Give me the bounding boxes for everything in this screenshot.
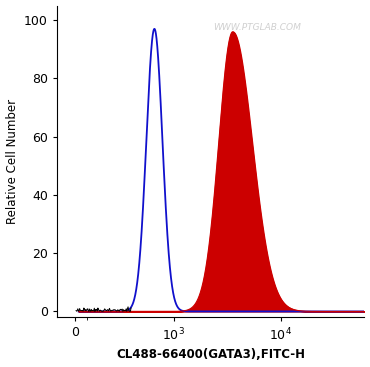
- Y-axis label: Relative Cell Number: Relative Cell Number: [6, 99, 18, 224]
- X-axis label: CL488-66400(GATA3),FITC-H: CL488-66400(GATA3),FITC-H: [116, 348, 305, 361]
- Text: WWW.PTGLAB.COM: WWW.PTGLAB.COM: [213, 23, 301, 32]
